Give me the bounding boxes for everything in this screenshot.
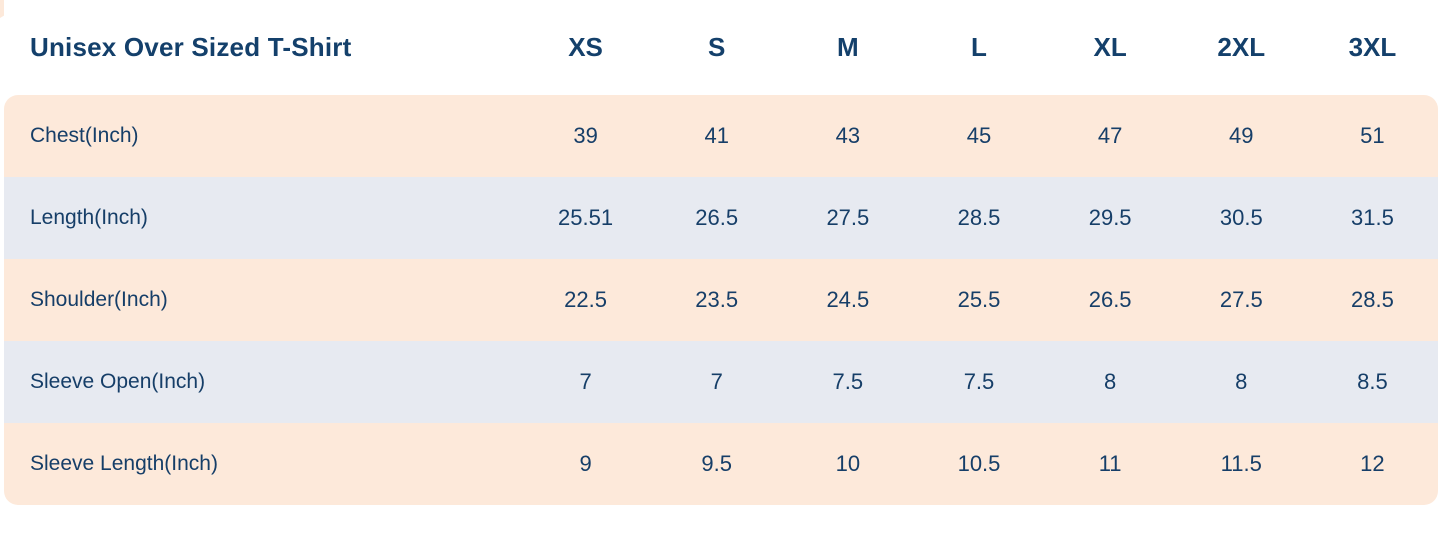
table-row-chest: Chest(Inch) 39 41 43 45 47 49 51 xyxy=(4,95,1438,177)
cell: 27.5 xyxy=(1219,287,1263,312)
cell: 8.5 xyxy=(1357,369,1388,394)
cell: 30.5 xyxy=(1219,205,1263,230)
cell: 22.5 xyxy=(564,287,607,312)
cell: 8 xyxy=(1104,369,1117,394)
row-label: Sleeve Length(Inch) xyxy=(30,452,218,475)
cell: 25.51 xyxy=(558,205,614,230)
col-header-m: M xyxy=(837,32,859,62)
cell: 39 xyxy=(573,123,598,148)
cell: 7 xyxy=(579,369,592,394)
data-rows-container: Chest(Inch) 39 41 43 45 47 49 51 Length(… xyxy=(4,95,1438,505)
row-label: Length(Inch) xyxy=(30,206,148,229)
cell: 27.5 xyxy=(826,205,870,230)
cell: 10.5 xyxy=(957,451,1001,476)
cell: 7.5 xyxy=(963,369,995,394)
cell: 8 xyxy=(1235,369,1248,394)
cell: 11 xyxy=(1098,451,1122,476)
row-label: Sleeve Open(Inch) xyxy=(30,370,206,393)
cell: 45 xyxy=(966,123,992,148)
col-header-3xl: 3XL xyxy=(1348,32,1397,62)
table-row-shoulder: Shoulder(Inch) 22.5 23.5 24.5 25.5 26.5 … xyxy=(4,259,1438,341)
col-header-xs: XS xyxy=(568,32,603,62)
cell: 7.5 xyxy=(832,369,864,394)
table-row-length: Length(Inch) 25.51 26.5 27.5 28.5 29.5 3… xyxy=(4,177,1438,259)
cell: 29.5 xyxy=(1088,205,1132,230)
cell: 41 xyxy=(704,123,729,148)
cell: 43 xyxy=(835,123,861,148)
table-row-sleeve-length: Sleeve Length(Inch) 9 9.5 10 10.5 11 11.… xyxy=(4,423,1438,505)
cell: 25.5 xyxy=(957,287,1001,312)
cell: 9 xyxy=(579,451,592,476)
col-header-l: L xyxy=(971,32,987,62)
table-row-sleeve-open: Sleeve Open(Inch) 7 7 7.5 7.5 8 8 8.5 xyxy=(4,341,1438,423)
chart-title: Unisex Over Sized T-Shirt xyxy=(30,32,352,62)
cell: 7 xyxy=(710,369,723,394)
cell: 24.5 xyxy=(826,287,870,312)
row-label: Chest(Inch) xyxy=(30,124,139,147)
cell: 26.5 xyxy=(1088,287,1132,312)
cell: 11.5 xyxy=(1220,451,1262,476)
row-label: Shoulder(Inch) xyxy=(30,288,168,311)
cell: 49 xyxy=(1229,123,1254,148)
cell: 23.5 xyxy=(695,287,739,312)
col-header-2xl: 2XL xyxy=(1217,32,1266,62)
cell: 47 xyxy=(1097,123,1123,148)
size-chart-table: Unisex Over Sized T-Shirt XS S M L XL 2X… xyxy=(4,0,1438,505)
cell: 10 xyxy=(835,451,861,476)
cell: 9.5 xyxy=(701,451,732,476)
cell: 28.5 xyxy=(1351,287,1394,312)
cell: 26.5 xyxy=(695,205,739,230)
header-row: Unisex Over Sized T-Shirt XS S M L XL 2X… xyxy=(4,0,1438,95)
col-header-s: S xyxy=(708,32,726,62)
col-header-xl: XL xyxy=(1093,32,1127,62)
cell: 31.5 xyxy=(1351,205,1394,230)
cell: 28.5 xyxy=(957,205,1001,230)
cell: 12 xyxy=(1360,451,1385,476)
cell: 51 xyxy=(1360,123,1385,148)
